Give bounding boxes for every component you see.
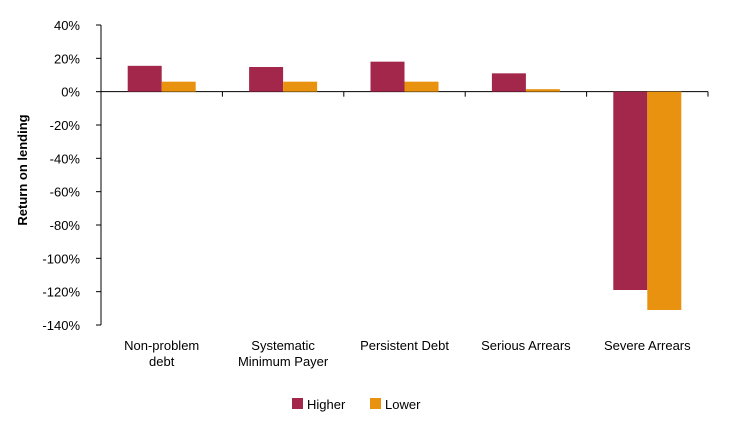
legend: Higher Lower <box>292 397 421 412</box>
bar-lower-4 <box>647 91 682 311</box>
y-axis: 40% 20% 0% -20% -40% -60% -80% -100% -120% -140% <box>42 18 102 333</box>
category-label: Severe Arrears <box>604 338 691 353</box>
bar-lower-2 <box>404 81 439 92</box>
bar-lower-3 <box>525 89 560 92</box>
category-label: Minimum Payer <box>238 354 329 369</box>
legend-swatch-higher <box>292 398 303 409</box>
bars <box>127 61 682 311</box>
category-label: Persistent Debt <box>360 338 449 353</box>
y-tick-label: -60% <box>50 185 81 200</box>
y-tick-label: -140% <box>42 318 80 333</box>
y-tick-label: -20% <box>50 118 81 133</box>
y-tick-label: -120% <box>42 285 80 300</box>
bar-higher-1 <box>249 67 284 92</box>
legend-label-lower: Lower <box>385 397 421 412</box>
y-tick-label: -40% <box>50 151 81 166</box>
y-tick-label: 40% <box>54 18 80 33</box>
y-tick-label: 0% <box>61 85 80 100</box>
bar-lower-1 <box>283 81 318 92</box>
category-label: Non-problem <box>124 338 199 353</box>
bar-higher-0 <box>127 65 162 92</box>
y-tick-label: -80% <box>50 218 81 233</box>
bar-higher-3 <box>491 73 526 92</box>
category-label: Serious Arrears <box>481 338 571 353</box>
category-label: debt <box>149 354 175 369</box>
y-tick-label: -100% <box>42 251 80 266</box>
category-label: Systematic <box>251 338 315 353</box>
bar-higher-2 <box>370 61 405 92</box>
bar-higher-4 <box>613 91 648 291</box>
legend-swatch-lower <box>370 398 381 409</box>
y-tick-label: 20% <box>54 51 80 66</box>
y-axis-label: Return on lending <box>15 114 30 225</box>
bar-lower-0 <box>161 81 196 92</box>
legend-label-higher: Higher <box>307 397 346 412</box>
